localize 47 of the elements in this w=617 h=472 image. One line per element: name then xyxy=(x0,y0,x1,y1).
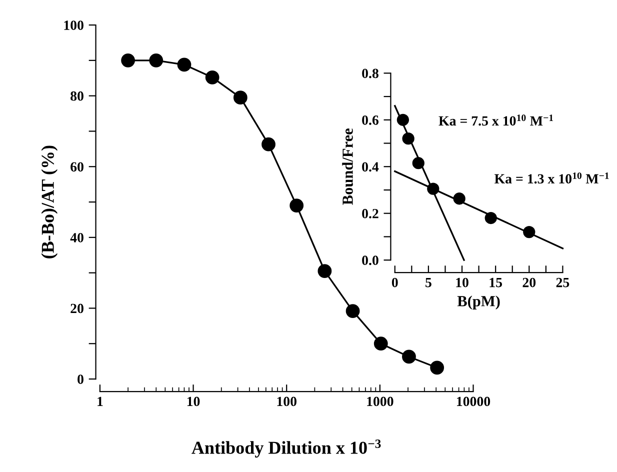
point xyxy=(453,192,466,205)
point xyxy=(262,137,276,152)
x-tick-label: 5 xyxy=(426,278,432,288)
x-tick-label: 10 xyxy=(187,396,200,406)
x-tick-label: 25 xyxy=(556,278,570,288)
x-axis-title: Antibody Dilution x 10$^{−3}$ xyxy=(192,440,381,458)
point xyxy=(290,198,304,212)
point xyxy=(412,157,424,170)
y-axis-title: Bound/Free xyxy=(342,128,353,205)
point xyxy=(346,304,360,318)
y-axis-title: (B-Bo)/AT (%) xyxy=(41,146,58,258)
x-axis-title: B(pM) xyxy=(457,296,500,310)
point xyxy=(430,360,444,375)
y-tick-label: 0 xyxy=(78,374,84,384)
y-tick-label: 0.2 xyxy=(362,208,378,218)
annotation: Ka = 1.3 x 10$^{10}$ M$^{−1}$ xyxy=(494,172,609,184)
x-tick-label: 1000 xyxy=(367,396,394,406)
point xyxy=(149,53,164,68)
x-tick-label: 100 xyxy=(277,396,296,406)
x-tick-label: 20 xyxy=(522,278,536,288)
point xyxy=(396,114,410,126)
y-tick-label: 20 xyxy=(70,304,84,314)
y-tick-label: 0.0 xyxy=(362,256,378,266)
point xyxy=(523,226,536,238)
y-tick-label: 0.6 xyxy=(362,115,378,125)
point xyxy=(233,90,248,105)
x-tick-label: 10000 xyxy=(456,396,490,406)
point xyxy=(402,132,414,145)
y-tick-label: 60 xyxy=(70,162,84,172)
point xyxy=(374,336,388,351)
x-tick-label: 0 xyxy=(392,278,398,288)
point xyxy=(177,58,192,72)
x-tick-label: 15 xyxy=(490,278,502,288)
point xyxy=(484,212,497,224)
y-tick-label: 80 xyxy=(70,91,84,101)
annotation: Ka = 7.5 x 10$^{10}$ M$^{−1}$ xyxy=(438,114,554,126)
y-tick-label: 100 xyxy=(64,20,84,30)
y-tick-label: 40 xyxy=(70,233,84,242)
point xyxy=(318,264,332,278)
point xyxy=(427,182,440,195)
point xyxy=(121,53,135,68)
x-tick-label: 10 xyxy=(456,278,468,288)
x-tick-label: 1 xyxy=(98,396,103,406)
point xyxy=(205,70,220,84)
y-tick-label: 0.8 xyxy=(362,68,378,78)
point xyxy=(402,350,416,364)
y-tick-label: 0.4 xyxy=(362,162,379,172)
